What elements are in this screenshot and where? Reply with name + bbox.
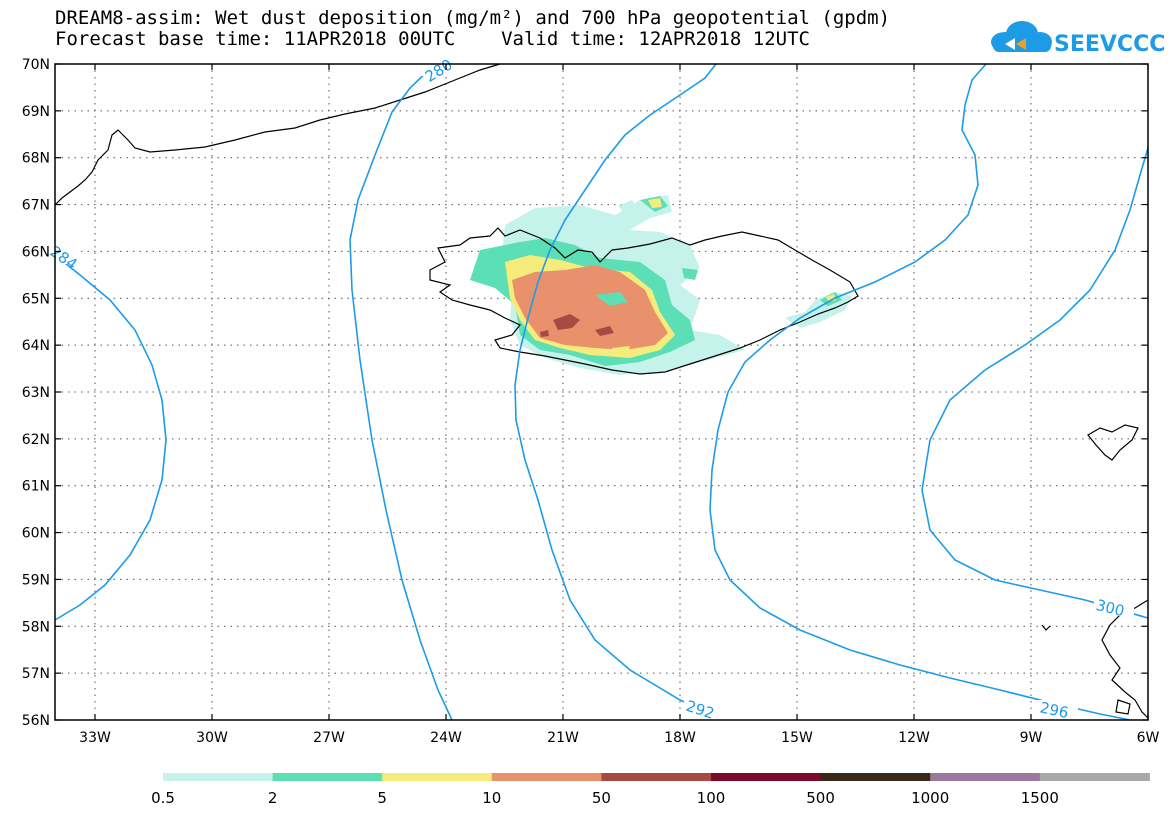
map-title-line1: DREAM8-assim: Wet dust deposition (mg/m²… bbox=[55, 7, 891, 29]
legend-label: 500 bbox=[806, 789, 835, 807]
axis-ticks bbox=[55, 63, 1149, 721]
legend-swatch bbox=[1039, 773, 1150, 781]
lon-label: 33W bbox=[79, 730, 111, 746]
lat-label: 56N bbox=[22, 713, 50, 729]
lon-label: 15W bbox=[781, 730, 813, 746]
legend-label: 50 bbox=[592, 789, 611, 807]
legend-label: 0.5 bbox=[151, 789, 175, 807]
legend-swatch bbox=[820, 773, 931, 781]
lat-label: 62N bbox=[22, 432, 50, 448]
legend-swatch bbox=[930, 773, 1041, 781]
lat-label: 67N bbox=[22, 198, 50, 214]
latitude-labels: 70N 69N 68N 67N 66N 65N 64N 63N 62N 61N 60N 59N 58N 5… bbox=[22, 57, 50, 729]
contour-296 bbox=[921, 147, 1149, 619]
contour-label-296: 296 bbox=[1038, 698, 1070, 722]
map-title-line2: Forecast base time: 11APR2018 00UTC Vali… bbox=[55, 28, 810, 50]
lat-label: 68N bbox=[22, 151, 50, 167]
lon-label: 18W bbox=[664, 730, 696, 746]
lon-label: 12W bbox=[898, 730, 930, 746]
lat-label: 60N bbox=[22, 526, 50, 542]
greenland-coast bbox=[54, 63, 501, 206]
faroe-islands bbox=[1087, 424, 1139, 461]
legend-label: 1000 bbox=[911, 789, 949, 807]
legend-label: 2 bbox=[268, 789, 278, 807]
contour-292 bbox=[514, 63, 717, 716]
cloud-icon bbox=[991, 21, 1052, 52]
lat-label: 59N bbox=[22, 572, 50, 588]
lon-label: 9W bbox=[1020, 730, 1043, 746]
logo-text: SEEVCCC bbox=[1054, 32, 1165, 57]
lat-label: 58N bbox=[22, 619, 50, 635]
lon-label: 27W bbox=[313, 730, 345, 746]
seevccc-logo: SEEVCCC bbox=[991, 21, 1165, 57]
lat-label: 69N bbox=[22, 104, 50, 120]
geopotential-contours bbox=[54, 63, 1149, 721]
legend-swatch bbox=[711, 773, 822, 781]
legend-label: 5 bbox=[377, 789, 387, 807]
contour-284 bbox=[54, 254, 167, 621]
contour-300 bbox=[709, 63, 1131, 721]
lon-label: 30W bbox=[196, 730, 228, 746]
lon-label: 21W bbox=[547, 730, 579, 746]
lat-label: 57N bbox=[22, 666, 50, 682]
lat-label: 61N bbox=[22, 479, 50, 495]
legend-swatch bbox=[601, 773, 712, 781]
lon-label: 6W bbox=[1137, 730, 1160, 746]
lat-label: 65N bbox=[22, 291, 50, 307]
legend-label: 100 bbox=[697, 789, 726, 807]
longitude-labels: 33W 30W 27W 24W 21W 18W 15W 12W 9W 6W bbox=[79, 730, 1159, 746]
deposition-level-10 bbox=[512, 265, 668, 350]
legend-swatch bbox=[272, 773, 383, 781]
iceland-coast bbox=[429, 227, 859, 375]
legend-label: 1500 bbox=[1021, 789, 1059, 807]
color-legend: 0.5 2 5 10 50 100 500 1000 1500 bbox=[151, 773, 1150, 807]
lat-label: 70N bbox=[22, 57, 50, 73]
deposition-level-50 bbox=[553, 314, 580, 330]
contour-280 bbox=[349, 63, 453, 721]
legend-label: 10 bbox=[482, 789, 501, 807]
lat-label: 63N bbox=[22, 385, 50, 401]
lon-label: 24W bbox=[430, 730, 462, 746]
lat-label: 64N bbox=[22, 338, 50, 354]
legend-swatch bbox=[163, 773, 274, 781]
dust-deposition-field bbox=[470, 195, 852, 375]
legend-swatch bbox=[382, 773, 493, 781]
lat-label: 66N bbox=[22, 244, 50, 260]
legend-swatch bbox=[491, 773, 602, 781]
